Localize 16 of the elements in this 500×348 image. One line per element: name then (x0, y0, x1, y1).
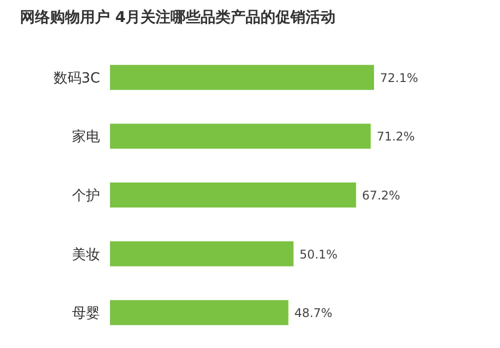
bar (110, 241, 294, 266)
data-label: 50.1% (299, 247, 338, 262)
y-tick-label: 个护 (72, 188, 100, 204)
bar (110, 64, 374, 90)
data-label: 72.1% (380, 70, 418, 85)
bar (110, 124, 371, 149)
bar (110, 300, 288, 326)
y-tick-label: 母婴 (72, 306, 100, 322)
bar (110, 182, 356, 208)
y-tick-label: 数码3C (53, 70, 100, 86)
chart-title: 网络购物用户 4月关注哪些品类产品的促销活动 (20, 8, 336, 26)
data-label: 71.2% (376, 130, 415, 144)
data-label: 48.7% (294, 306, 332, 320)
y-tick-label: 家电 (72, 129, 100, 146)
data-label: 67.2% (362, 188, 400, 202)
y-tick-label: 美妆 (72, 246, 100, 263)
